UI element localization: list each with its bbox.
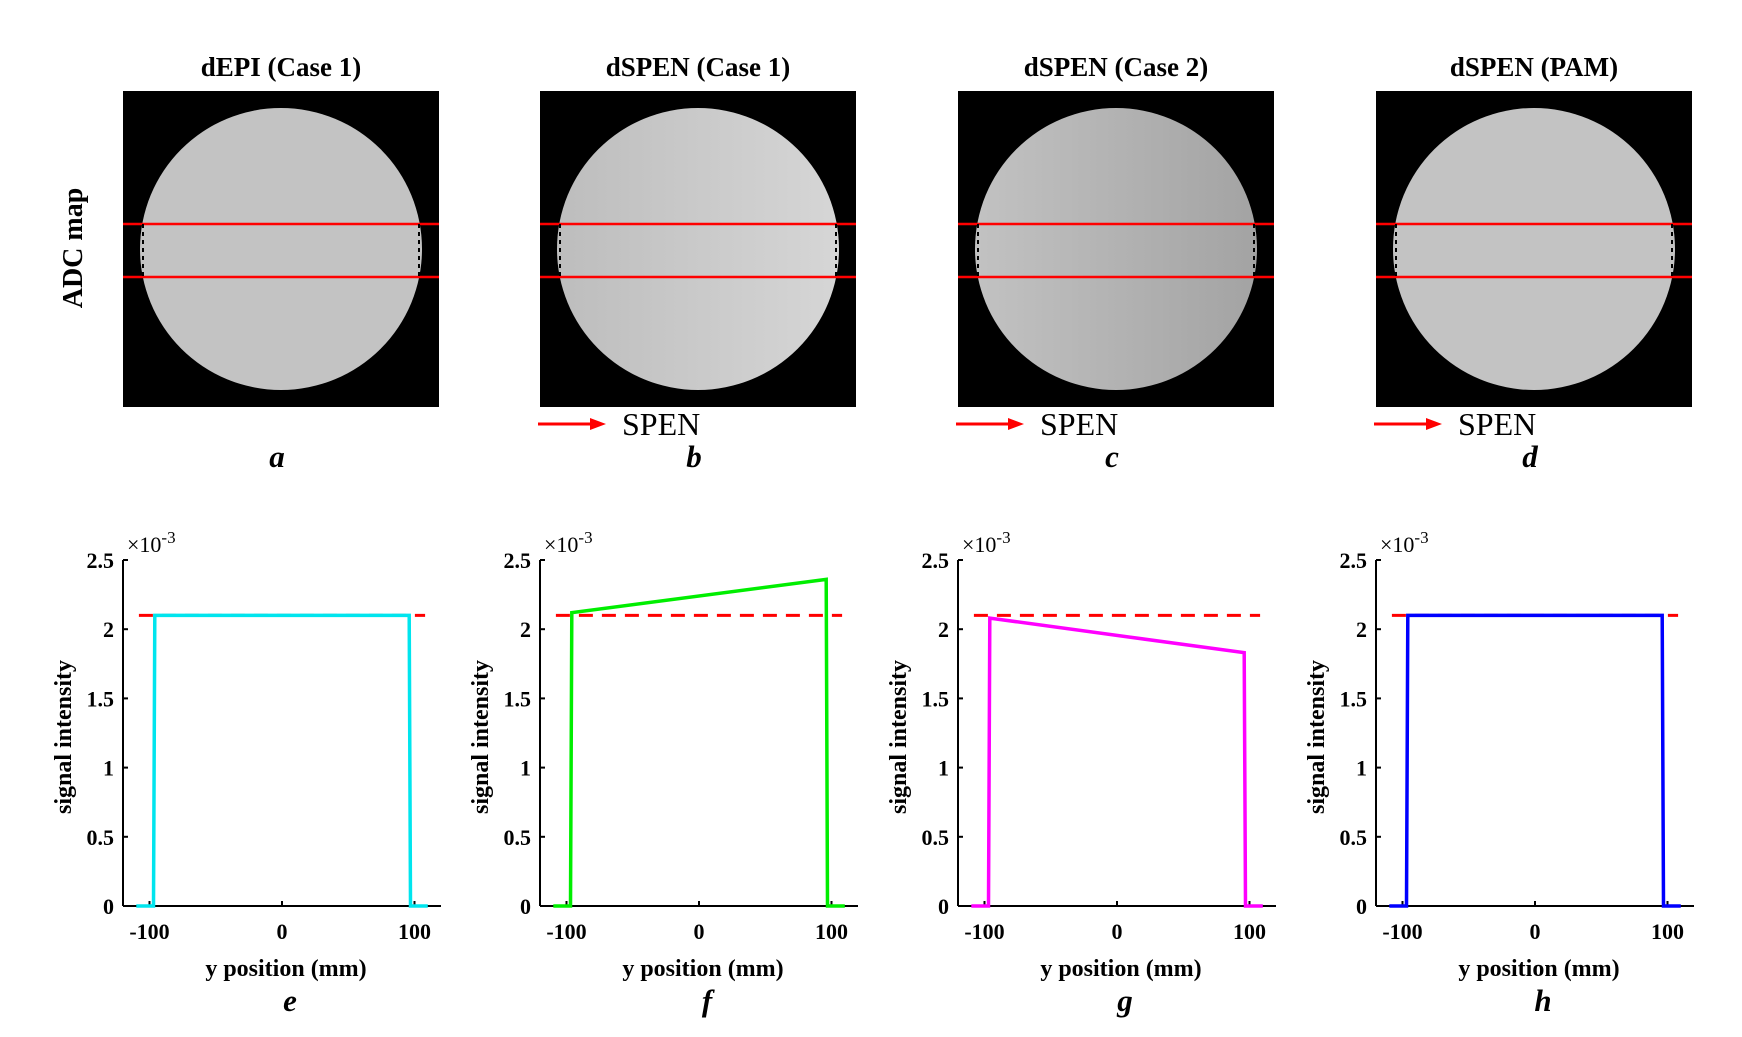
y-tick-label: 0.5 — [87, 825, 115, 850]
row-label-adc-map: ADC map — [58, 188, 89, 309]
panel-title-a: dEPI (Case 1) — [201, 52, 362, 82]
profile-plot-h: 0 0.5 1 1.5 2 2.5 -100 0 100 ×10-3 y position (mm)… — [1304, 528, 1694, 1018]
profile-plot-g: 0 0.5 1 1.5 2 2.5 -100 0 100 ×10-3 y position (mm)… — [886, 528, 1276, 1018]
panel-letter-g: g — [1116, 983, 1133, 1018]
y-tick-label: 2.5 — [1340, 548, 1368, 573]
y-scale-factor: ×10-3 — [1380, 528, 1429, 557]
x-tick-label: -100 — [129, 919, 169, 944]
x-tick-label: 100 — [1233, 919, 1266, 944]
y-scale-factor: ×10-3 — [544, 528, 593, 557]
panel-title-d: dSPEN (PAM) — [1450, 52, 1618, 82]
spen-arrow-head-c — [1008, 418, 1024, 430]
x-axis-label: y position (mm) — [205, 956, 366, 982]
x-tick-label: -100 — [964, 919, 1004, 944]
y-tick-label: 1.5 — [504, 686, 532, 711]
y-scale-factor: ×10-3 — [962, 528, 1011, 557]
y-tick-label: 0.5 — [922, 825, 950, 850]
x-tick-label: -100 — [546, 919, 586, 944]
profile-plot-e: 0 0.5 1 1.5 2 2.5 -100 0 100 ×10-3 y position (mm)… — [51, 528, 441, 1018]
panel-letter-e: e — [283, 983, 297, 1018]
x-axis-label: y position (mm) — [622, 956, 783, 982]
y-scale-exponent: -3 — [1414, 528, 1428, 547]
y-tick-label: 1 — [103, 756, 114, 781]
y-axis-label: signal intensity — [886, 660, 912, 814]
profile-plots-row: 00.511.522.5-100 0 100×10-3y position (mm)… — [51, 528, 1694, 1018]
profile-series-line — [1389, 613, 1681, 908]
y-tick-label: 1 — [520, 756, 531, 781]
panel-letter-d: d — [1522, 439, 1538, 474]
y-scale-exponent: -3 — [578, 528, 592, 547]
y-tick-label: 2 — [1356, 617, 1367, 642]
y-tick-label: 1 — [1356, 756, 1367, 781]
phantom-disk-c — [975, 108, 1257, 390]
y-scale-factor: ×10-3 — [127, 528, 176, 557]
phantom-disk-a — [140, 108, 422, 390]
spen-label-d: SPEN — [1458, 406, 1536, 442]
profile-series-line — [136, 613, 428, 908]
x-tick-label: 0 — [694, 919, 705, 944]
y-tick-label: 1.5 — [87, 686, 115, 711]
spen-label-c: SPEN — [1040, 406, 1118, 442]
x-axis-label: y position (mm) — [1040, 956, 1201, 982]
adc-panel-a: dEPI (Case 1) a — [123, 52, 439, 474]
y-tick-label: 1.5 — [922, 686, 950, 711]
spen-arrow-head-b — [590, 418, 606, 430]
y-tick-label: 0 — [1356, 894, 1367, 919]
x-tick-label: -100 — [1382, 919, 1422, 944]
profile-plot-f: 0 0.5 1 1.5 2 2.5 -100 0 100 ×10-3 y position (mm)… — [468, 528, 858, 1018]
panel-letter-f: f — [702, 983, 715, 1018]
y-axis-label: signal intensity — [468, 660, 494, 814]
x-tick-label: 100 — [1651, 919, 1684, 944]
y-tick-label: 0 — [520, 894, 531, 919]
phantom-disk-b — [557, 108, 839, 390]
profile-series-line — [971, 616, 1263, 908]
y-tick-label: 2 — [520, 617, 531, 642]
y-scale-exponent: -3 — [161, 528, 175, 547]
panel-letter-h: h — [1534, 983, 1551, 1018]
x-tick-label: 0 — [1530, 919, 1541, 944]
panel-letter-a: a — [269, 439, 285, 474]
y-tick-label: 1 — [938, 756, 949, 781]
y-tick-label: 0.5 — [1340, 825, 1368, 850]
spen-label-b: SPEN — [622, 406, 700, 442]
x-tick-label: 100 — [815, 919, 848, 944]
y-tick-label: 2.5 — [922, 548, 950, 573]
y-tick-label: 0.5 — [504, 825, 532, 850]
y-tick-label: 2.5 — [504, 548, 532, 573]
y-axis-label: signal intensity — [51, 660, 77, 814]
panel-title-c: dSPEN (Case 2) — [1024, 52, 1209, 82]
y-scale-exponent: -3 — [996, 528, 1010, 547]
y-tick-label: 0 — [938, 894, 949, 919]
y-tick-label: 2 — [938, 617, 949, 642]
x-tick-label: 0 — [277, 919, 288, 944]
y-axis-label: signal intensity — [1304, 660, 1330, 814]
phantom-disk-d — [1393, 108, 1675, 390]
panel-letter-b: b — [686, 439, 702, 474]
panel-letter-c: c — [1105, 439, 1119, 474]
x-axis-label: y position (mm) — [1458, 956, 1619, 982]
x-tick-label: 100 — [398, 919, 431, 944]
spen-arrow-head-d — [1426, 418, 1442, 430]
profile-series-line — [553, 577, 845, 908]
y-tick-label: 2.5 — [87, 548, 115, 573]
panel-title-b: dSPEN (Case 1) — [606, 52, 791, 82]
y-tick-label: 0 — [103, 894, 114, 919]
y-tick-label: 2 — [103, 617, 114, 642]
x-tick-label: 0 — [1112, 919, 1123, 944]
y-tick-label: 1.5 — [1340, 686, 1368, 711]
